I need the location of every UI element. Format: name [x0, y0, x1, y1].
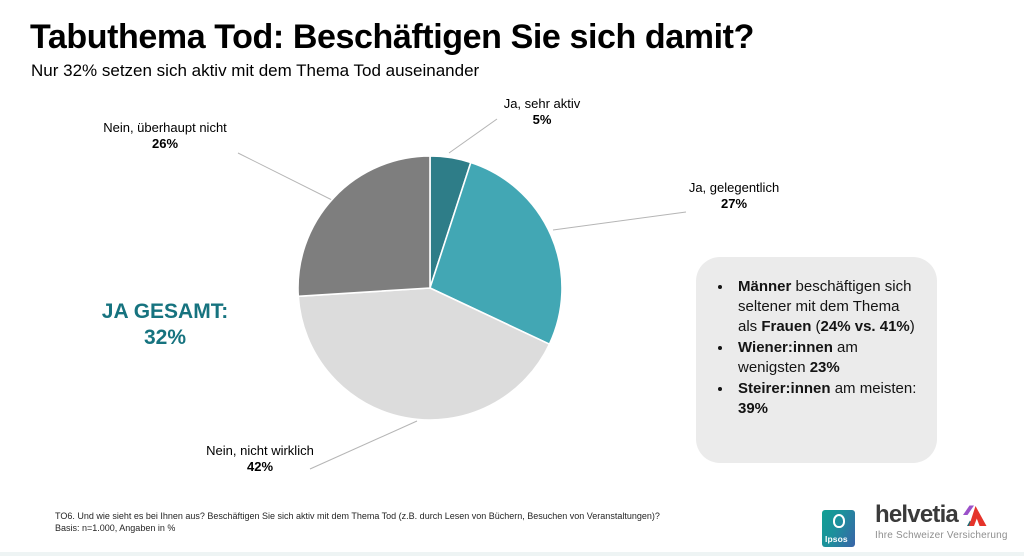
- insight-item: Steirer:innen am meisten: 39%: [733, 379, 921, 419]
- helvetia-triangle-icon: [962, 505, 987, 526]
- pie-label-nein-nicht-wirklich: Nein, nicht wirklich 42%: [180, 443, 340, 475]
- pie-label-value: 5%: [532, 112, 552, 127]
- insight-item: Wiener:innen am wenigsten 23%: [733, 338, 921, 378]
- pie-label-ja-sehr-aktiv: Ja, sehr aktiv 5%: [467, 96, 617, 128]
- pie-label-name: Ja, gelegentlich: [688, 180, 780, 195]
- footnote-basis: Basis: n=1.000, Angaben in %: [55, 523, 176, 533]
- page-subtitle: Nur 32% setzen sich aktiv mit dem Thema …: [31, 61, 480, 80]
- pie-label-name: Ja, sehr aktiv: [503, 96, 581, 111]
- helvetia-logo: helvetia Ihre Schweizer Versicherung: [875, 503, 1008, 542]
- helvetia-logo-row: helvetia: [875, 503, 1000, 527]
- pie-slice-2: [297, 287, 551, 421]
- insight-item: Männer beschäftigen sich seltener mit de…: [733, 277, 921, 337]
- pie-label-ja-gelegentlich: Ja, gelegentlich 27%: [659, 180, 809, 212]
- pie-label-value: 42%: [246, 459, 274, 474]
- page-title: Tabuthema Tod: Beschäftigen Sie sich dam…: [30, 18, 754, 56]
- pie-slice-1: [429, 161, 563, 345]
- pie-chart: [297, 155, 563, 421]
- total-annotation-label: JA GESAMT:: [101, 300, 229, 323]
- pie-label-name: Nein, überhaupt nicht: [103, 120, 227, 135]
- insights-list: Männer beschäftigen sich seltener mit de…: [710, 277, 921, 419]
- insights-box: Männer beschäftigen sich seltener mit de…: [696, 257, 937, 463]
- footnote: TO6. Und wie sieht es bei Ihnen aus? Bes…: [55, 510, 660, 534]
- pie-label-value: 27%: [720, 196, 748, 211]
- bottom-accent-bar: [0, 552, 1024, 556]
- pie-slice-3: [297, 155, 431, 298]
- footnote-question: TO6. Und wie sieht es bei Ihnen aus? Bes…: [55, 511, 660, 521]
- pie-label-value: 26%: [151, 136, 179, 151]
- helvetia-logo-text: helvetia: [875, 501, 959, 528]
- total-annotation: JA GESAMT: 32%: [85, 299, 245, 351]
- pie-label-nein-ueberhaupt-nicht: Nein, überhaupt nicht 26%: [85, 120, 245, 152]
- pie-label-name: Nein, nicht wirklich: [206, 443, 314, 458]
- helvetia-tagline: Ihre Schweizer Versicherung: [875, 530, 1008, 541]
- ipsos-logo: Ipsos: [822, 510, 855, 547]
- ipsos-figure-icon: [833, 514, 845, 528]
- ipsos-logo-text: Ipsos: [825, 534, 848, 544]
- total-annotation-value: 32%: [143, 326, 187, 349]
